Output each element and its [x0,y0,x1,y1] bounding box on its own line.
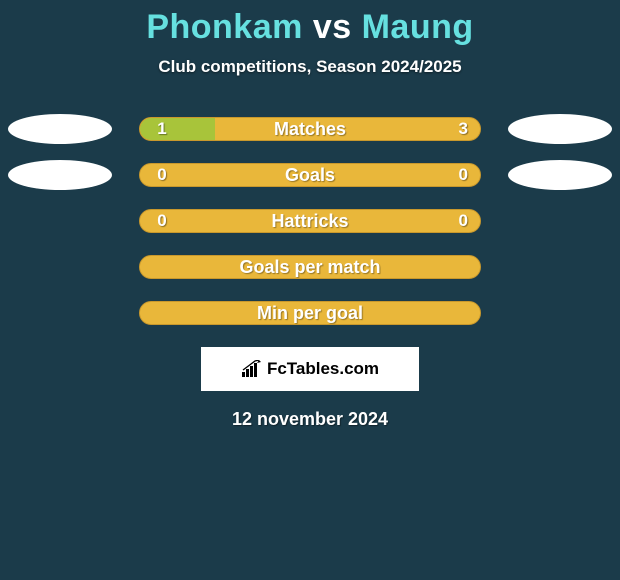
stat-left-value: 0 [152,165,172,185]
stat-left-value: 0 [152,211,172,231]
stat-bar: 0Goals0 [139,163,481,187]
stat-bar: 1Matches3 [139,117,481,141]
stat-label: Goals per match [172,257,448,278]
stat-row: 0Hattricks0 [0,209,620,233]
page-root: Phonkam vs Maung Club competitions, Seas… [0,0,620,580]
logo-text: FcTables.com [267,359,379,379]
stat-bar-text: 0Hattricks0 [140,211,480,232]
stat-right-value: 0 [448,211,468,231]
player-ellipse-left [8,114,112,144]
stat-label: Matches [172,119,448,140]
stat-bar-text: Min per goal [140,303,480,324]
stat-right-value: 3 [448,119,468,139]
chart-icon [241,360,263,378]
stat-bar: Goals per match [139,255,481,279]
stat-row: 1Matches3 [0,117,620,141]
stat-right-value: 0 [448,165,468,185]
title-vs: vs [313,8,352,46]
stat-left-value: 1 [152,119,172,139]
logo-box: FcTables.com [201,347,419,391]
stat-bar: 0Hattricks0 [139,209,481,233]
stat-bar: Min per goal [139,301,481,325]
subtitle: Club competitions, Season 2024/2025 [0,57,620,77]
stat-label: Min per goal [172,303,448,324]
stat-label: Goals [172,165,448,186]
player-ellipse-right [508,114,612,144]
stat-label: Hattricks [172,211,448,232]
stats-area: 1Matches30Goals00Hattricks0Goals per mat… [0,117,620,325]
stat-bar-text: Goals per match [140,257,480,278]
stat-bar-text: 1Matches3 [140,119,480,140]
player-ellipse-right [508,160,612,190]
title-player1: Phonkam [146,8,303,46]
stat-row: 0Goals0 [0,163,620,187]
date-text: 12 november 2024 [0,409,620,430]
stat-row: Min per goal [0,301,620,325]
stat-bar-text: 0Goals0 [140,165,480,186]
stat-row: Goals per match [0,255,620,279]
player-ellipse-left [8,160,112,190]
page-title: Phonkam vs Maung [0,0,620,47]
title-player2: Maung [362,8,474,46]
